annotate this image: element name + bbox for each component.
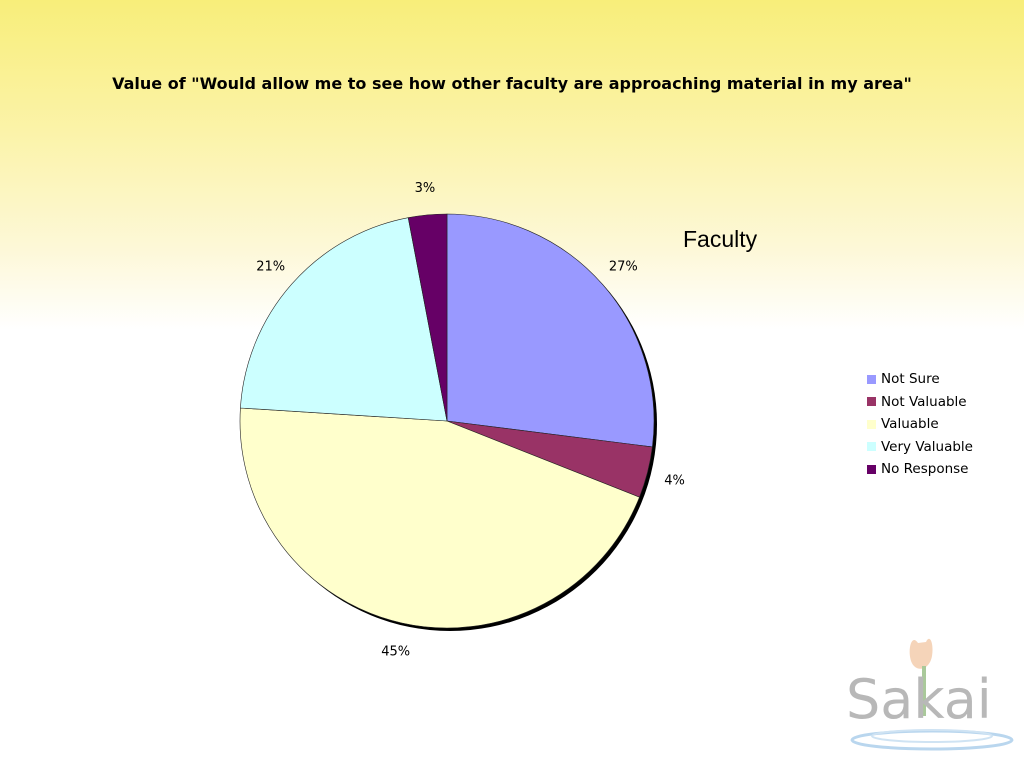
- legend-label: No Response: [881, 461, 969, 478]
- legend-label: Very Valuable: [881, 438, 973, 455]
- pie-slice-very-valuable: [240, 217, 448, 422]
- legend-swatch: [867, 464, 876, 474]
- legend-item: No Response: [867, 458, 973, 481]
- chart-subtitle: Faculty: [683, 226, 758, 252]
- legend-label: Not Sure: [881, 371, 940, 388]
- data-label: 21%: [256, 260, 285, 275]
- legend-item: Not Valuable: [867, 391, 973, 414]
- legend-item: Valuable: [867, 413, 973, 436]
- sakai-logo: Sakai: [846, 638, 1014, 751]
- pie-slice-not-sure: [446, 213, 655, 448]
- legend-item: Very Valuable: [867, 436, 973, 459]
- chart-title: Value of "Would allow me to see how othe…: [112, 74, 912, 93]
- data-label: 3%: [415, 181, 436, 196]
- legend-label: Not Valuable: [881, 393, 967, 410]
- legend-label: Valuable: [881, 416, 939, 433]
- legend-item: Not Sure: [867, 368, 973, 391]
- legend-swatch: [867, 419, 876, 429]
- data-label: 45%: [381, 644, 410, 659]
- legend-swatch: [867, 397, 876, 407]
- logo-text: Sakai: [846, 668, 992, 731]
- pie-slice-valuable: [239, 407, 640, 629]
- chart-legend: Not Sure Not Valuable Valuable Very Valuabl…: [867, 368, 973, 481]
- pie-slice-no-response: [407, 213, 448, 422]
- legend-swatch: [867, 374, 876, 384]
- legend-swatch: [867, 442, 876, 452]
- data-label: 27%: [609, 260, 638, 275]
- data-label: 4%: [664, 473, 685, 488]
